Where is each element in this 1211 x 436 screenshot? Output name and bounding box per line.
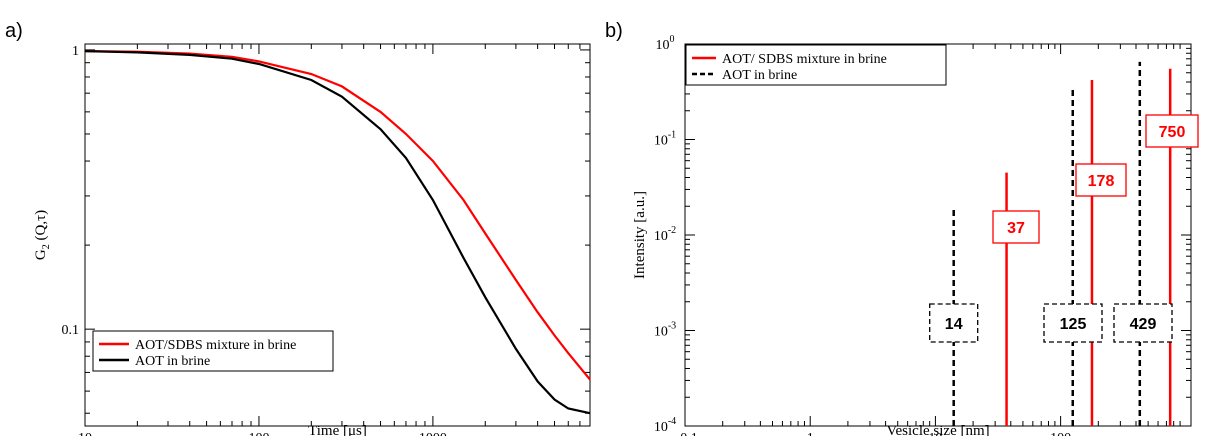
panel-label-b: b): [605, 20, 623, 42]
peak-label-0-0: 37: [1007, 220, 1025, 237]
plot-frame: [684, 43, 1192, 427]
y-axis-label-tail: (Q,τ): [33, 210, 49, 244]
peak-label-1-1: 125: [1060, 316, 1087, 333]
x-axis-label: Time [μs]: [308, 423, 367, 436]
y-tick-label: 10-3: [654, 321, 676, 340]
series-line-1: [84, 50, 591, 415]
peak-label-box-1-0: [929, 303, 979, 343]
x-tick-label: 100: [248, 431, 269, 436]
plot-frame: [84, 43, 591, 427]
x-tick-label: 0.1: [680, 431, 698, 436]
peak-label-box-0-2: [1145, 114, 1199, 148]
y-tick-label: 10-4: [654, 416, 676, 435]
y-tick-exponent: -1: [668, 130, 676, 141]
y-tick-base: 10: [654, 420, 668, 435]
x-axis-label: Vesicle size [nm]: [886, 423, 989, 436]
legend-box: [685, 44, 947, 86]
y-tick-label: 0.1: [62, 323, 80, 338]
peak-label-0-2: 750: [1159, 124, 1186, 141]
y-tick-exponent: -3: [668, 321, 676, 332]
x-tick-label: 1000: [419, 431, 447, 436]
y-tick-base: 10: [654, 134, 668, 149]
legend-label-0: AOT/SDBS mixture in brine: [135, 338, 296, 353]
y-tick-base: 10: [656, 38, 670, 53]
y-axis-label: Intensity [a.u.]: [632, 191, 648, 279]
x-tick-label: 1: [807, 431, 814, 436]
y-tick-label: 100: [656, 34, 675, 53]
y-tick-base: 10: [654, 229, 668, 244]
legend-label-1: AOT in brine: [135, 354, 210, 369]
legend-box: [92, 330, 334, 372]
legend-label-1: AOT in brine: [722, 68, 797, 83]
series-line-0: [84, 50, 591, 381]
peak-label-box-1-2: [1113, 303, 1173, 343]
y-tick-label: 1: [72, 44, 79, 59]
y-tick-exponent: 0: [670, 34, 675, 45]
peak-label-1-2: 429: [1130, 316, 1157, 333]
chart-a: 10 100 1000 0.1 1 Time [μs] G2 (Q,τ) AOT/SDBS m…: [33, 43, 591, 436]
peak-label-box-0-0: [992, 210, 1040, 244]
peak-label-1-0: 14: [945, 316, 963, 333]
y-tick-base: 10: [654, 325, 668, 340]
y-tick-exponent: -2: [668, 225, 676, 236]
panel-label-a: a): [5, 20, 23, 42]
peak-label-box-0-1: [1075, 163, 1127, 197]
x-tick-label: 100: [1050, 431, 1071, 436]
y-axis-label: G2 (Q,τ): [33, 210, 52, 260]
x-tick-label: 10: [928, 431, 942, 436]
x-tick-label: 10: [78, 431, 92, 436]
y-tick-label: 10-2: [654, 225, 676, 244]
peak-label-0-1: 178: [1088, 173, 1115, 190]
legend-label-0: AOT/ SDBS mixture in brine: [722, 52, 887, 67]
y-axis-label-sub: 2: [41, 244, 52, 249]
peak-label-box-1-1: [1043, 303, 1103, 343]
y-tick-label: 10-1: [654, 130, 676, 149]
y-tick-exponent: -4: [668, 416, 676, 427]
y-axis-label-main: G: [33, 249, 49, 260]
